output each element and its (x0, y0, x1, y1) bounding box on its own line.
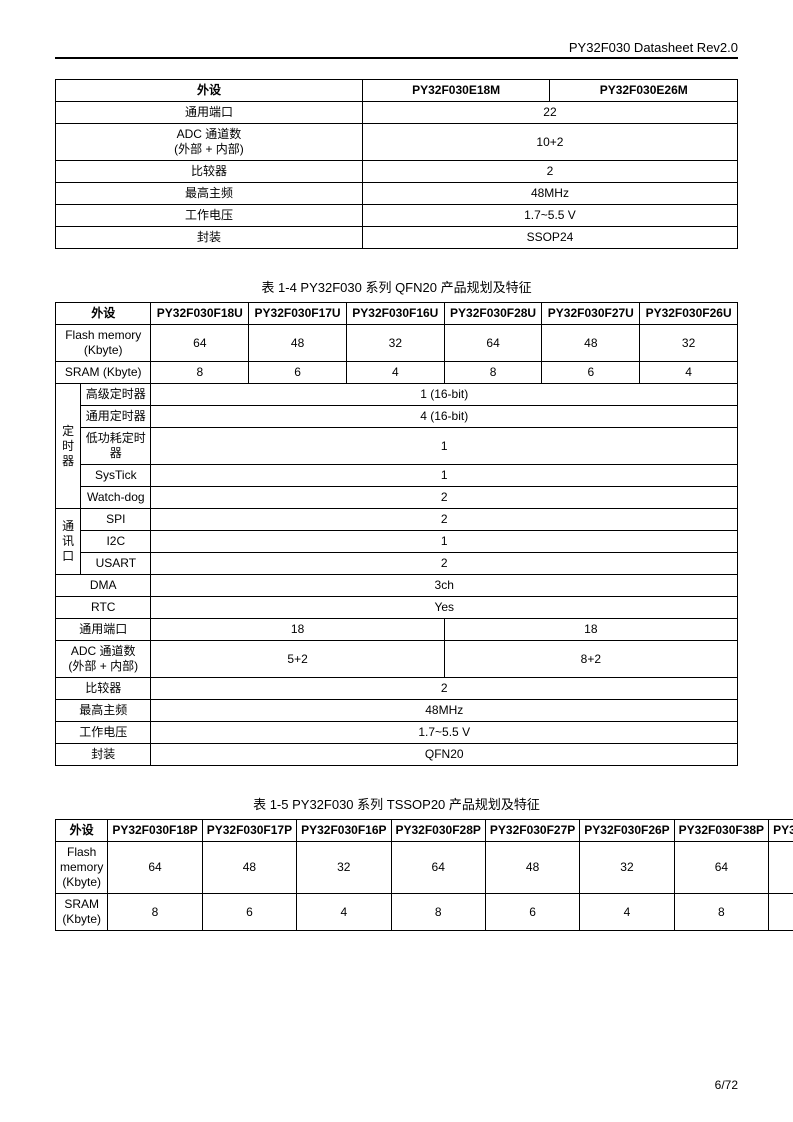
table-row: 定时器 高级定时器 1 (16-bit) (56, 384, 738, 406)
timer-group: 定时器 (56, 384, 81, 509)
col-f16p: PY32F030F16P (297, 820, 391, 842)
table3-caption: 表 1-5 PY32F030 系列 TSSOP20 产品规划及特征 (55, 794, 738, 813)
table-row: RTCYes (56, 597, 738, 619)
comm-group: 通讯口 (56, 509, 81, 575)
table-row: I2C1 (56, 531, 738, 553)
table-row: 最高主频48MHz (56, 700, 738, 722)
table-row: 封装SSOP24 (56, 227, 738, 249)
table-row: 低功耗定时器1 (56, 428, 738, 465)
table-row: 工作电压1.7~5.5 V (56, 722, 738, 744)
table-row: 通讯口 SPI 2 (56, 509, 738, 531)
col-peripheral: 外设 (56, 303, 151, 325)
table-row: ADC 通道数 (外部 + 内部)10+2 (56, 124, 738, 161)
col-f26u: PY32F030F26U (640, 303, 738, 325)
table-specs-tssop20: 外设 PY32F030F18P PY32F030F17P PY32F030F16… (55, 819, 793, 931)
col-f26p: PY32F030F26P (580, 820, 674, 842)
table-row: SRAM (Kbyte) 864 864 (56, 362, 738, 384)
col-peripheral: 外设 (56, 80, 363, 102)
page-header: PY32F030 Datasheet Rev2.0 (55, 40, 738, 59)
table-row: Flash memory (Kbyte) 644832 644832 (56, 325, 738, 362)
table-row: SysTick1 (56, 465, 738, 487)
col-f17p: PY32F030F17P (202, 820, 296, 842)
col-f27u: PY32F030F27U (542, 303, 640, 325)
col-f17u: PY32F030F17U (249, 303, 347, 325)
table-row: Watch-dog2 (56, 487, 738, 509)
table-row: 通用端口 18 18 (56, 619, 738, 641)
col-f18p: PY32F030F18P (108, 820, 202, 842)
table-row: ADC 通道数 (外部 + 内部) 5+2 8+2 (56, 641, 738, 678)
col-f27p: PY32F030F27P (485, 820, 579, 842)
table-row: 封装QFN20 (56, 744, 738, 766)
table-row: 通用定时器4 (16-bit) (56, 406, 738, 428)
table-row: 最高主频48MHz (56, 183, 738, 205)
col-f16u: PY32F030F16U (346, 303, 444, 325)
table-specs-qfn20: 外设 PY32F030F18U PY32F030F17U PY32F030F16… (55, 302, 738, 766)
col-e18m: PY32F030E18M (362, 80, 550, 102)
col-e26m: PY32F030E26M (550, 80, 738, 102)
table-row: 工作电压1.7~5.5 V (56, 205, 738, 227)
col-f18u: PY32F030F18U (151, 303, 249, 325)
table-row: 比较器2 (56, 161, 738, 183)
table-row: Flash memory (Kbyte) 64483264 48326432 (56, 842, 793, 894)
col-f38p: PY32F030F38P (674, 820, 768, 842)
page-footer: 6/72 (715, 1078, 738, 1092)
table-row: 比较器2 (56, 678, 738, 700)
col-peripheral: 外设 (56, 820, 108, 842)
col-f28p: PY32F030F28P (391, 820, 485, 842)
table-row: USART2 (56, 553, 738, 575)
table-row: SRAM (Kbyte) 8648 6484 (56, 894, 793, 931)
table-row: DMA3ch (56, 575, 738, 597)
table2-caption: 表 1-4 PY32F030 系列 QFN20 产品规划及特征 (55, 277, 738, 296)
table-specs-ssop24: 外设 PY32F030E18M PY32F030E26M 通用端口22 ADC … (55, 79, 738, 249)
col-f46p: PY32F030F46P (769, 820, 793, 842)
table-row: 通用端口22 (56, 102, 738, 124)
col-f28u: PY32F030F28U (444, 303, 542, 325)
